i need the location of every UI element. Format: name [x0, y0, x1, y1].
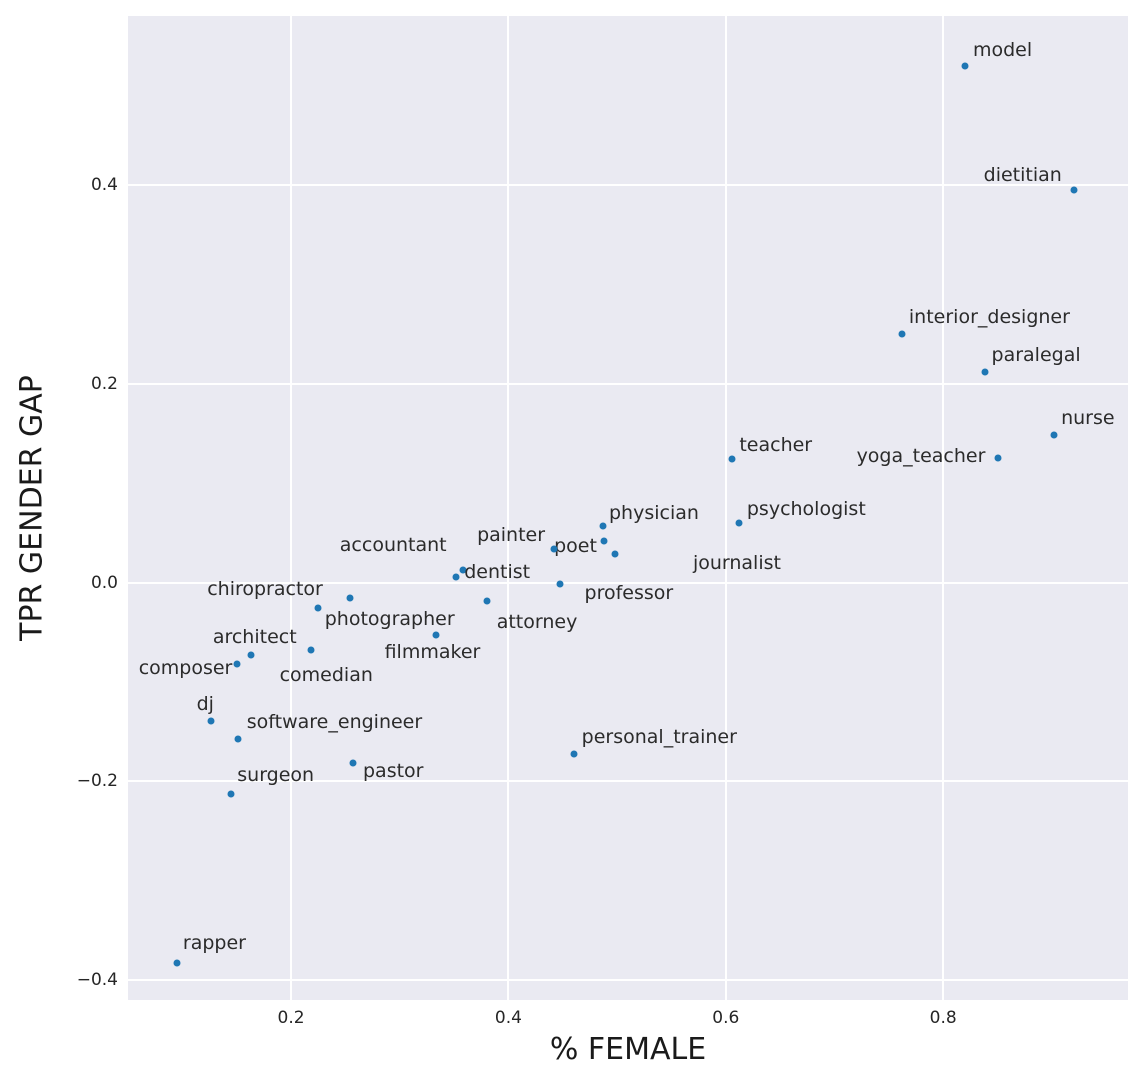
point-label: photographer [324, 608, 455, 631]
point-label: filmmaker [384, 641, 481, 664]
data-point [1070, 186, 1078, 194]
x-tick-label: 0.8 [929, 1008, 957, 1028]
point-label: model [972, 38, 1033, 61]
data-point [173, 959, 181, 967]
x-tick-label: 0.2 [277, 1008, 305, 1028]
y-tick-label: −0.4 [76, 970, 118, 991]
point-label: psychologist [746, 497, 866, 520]
point-label: accountant [339, 533, 447, 556]
data-point [459, 566, 467, 574]
data-point [247, 651, 255, 659]
data-point [600, 537, 608, 545]
point-label: attorney [496, 611, 578, 634]
plot-area: model dietitian interior_designer paralegal… [128, 16, 1128, 1000]
data-point [556, 580, 564, 588]
horizontal-gridline [128, 780, 1128, 783]
point-label: professor [584, 581, 674, 604]
point-label: teacher [739, 434, 813, 457]
y-tick-label: 0.0 [90, 572, 118, 593]
point-label: surgeon [237, 764, 315, 787]
data-point [346, 594, 354, 602]
data-point [728, 455, 736, 463]
point-label: dietitian [983, 163, 1062, 186]
data-point [981, 368, 989, 376]
data-point [233, 660, 241, 668]
y-tick-label: 0.2 [90, 373, 118, 394]
data-point [611, 550, 619, 558]
point-label: personal_trainer [581, 725, 737, 748]
y-tick-label: −0.2 [76, 771, 118, 792]
y-tick-label: 0.4 [90, 174, 118, 195]
point-label: dentist [464, 560, 531, 583]
data-point [599, 522, 607, 530]
data-point [550, 545, 558, 553]
horizontal-gridline [128, 382, 1128, 385]
data-point [735, 519, 743, 527]
data-point [961, 62, 969, 70]
x-tick-label: 0.6 [712, 1008, 740, 1028]
point-label: physician [609, 501, 699, 524]
data-point [1050, 431, 1058, 439]
data-point [227, 790, 235, 798]
vertical-gridline [507, 16, 510, 1000]
y-axis-label: TPR GENDER GAP [14, 375, 50, 641]
point-label: dj [196, 692, 214, 715]
data-point [307, 646, 315, 654]
point-label: architect [212, 626, 297, 649]
data-point [314, 604, 322, 612]
vertical-gridline [942, 16, 945, 1000]
point-label: poet [554, 534, 597, 557]
point-label: chiropractor [207, 578, 323, 601]
data-point [207, 717, 215, 725]
point-label: nurse [1061, 407, 1115, 430]
horizontal-gridline [128, 581, 1128, 584]
data-point [432, 631, 440, 639]
point-label: comedian [279, 664, 373, 687]
x-axis-label: % FEMALE [549, 1032, 707, 1067]
x-tick-label: 0.4 [494, 1008, 522, 1028]
vertical-gridline [290, 16, 293, 1000]
point-label: interior_designer [908, 306, 1070, 329]
vertical-gridline [724, 16, 727, 1000]
point-label: software_engineer [246, 710, 423, 733]
horizontal-gridline [128, 979, 1128, 982]
data-point [483, 597, 491, 605]
data-point [898, 330, 906, 338]
point-label: paralegal [991, 343, 1081, 366]
point-label: rapper [182, 932, 246, 955]
point-label: journalist [692, 551, 781, 574]
point-label: pastor [363, 760, 424, 783]
horizontal-gridline [128, 183, 1128, 186]
data-point [570, 750, 578, 757]
data-point [994, 454, 1002, 462]
data-point [452, 573, 460, 581]
point-label: painter [477, 523, 546, 546]
data-point [234, 735, 242, 743]
point-label: yoga_teacher [856, 445, 986, 468]
data-point [349, 759, 357, 767]
point-label: composer [138, 657, 233, 680]
